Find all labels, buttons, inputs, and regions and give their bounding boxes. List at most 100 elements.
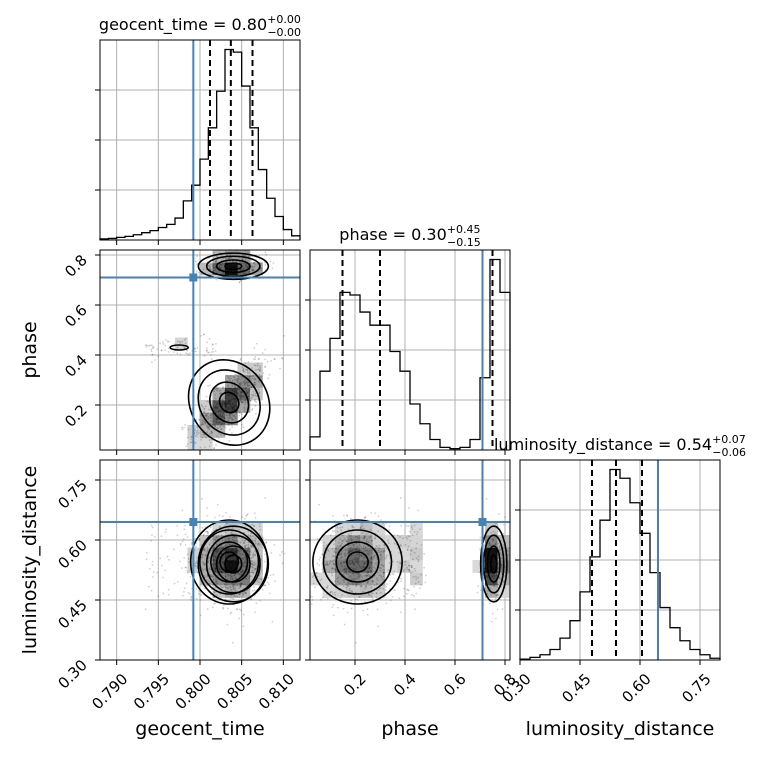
sample-point [258, 373, 261, 376]
sample-point [345, 568, 348, 571]
sample-point [331, 567, 334, 569]
sample-point [497, 567, 500, 570]
sample-point [263, 366, 266, 368]
sample-point [231, 426, 234, 429]
sample-point [228, 560, 230, 563]
sample-point [492, 540, 494, 543]
sample-point [198, 537, 201, 540]
sample-point [380, 558, 382, 561]
sample-point [347, 585, 350, 588]
sample-point [352, 561, 354, 564]
sample-point [217, 402, 220, 405]
sample-point [380, 575, 383, 577]
sample-point [237, 549, 239, 552]
sample-point [337, 557, 340, 560]
sample-point [343, 567, 346, 570]
sample-point [216, 421, 219, 424]
sample-point [375, 592, 378, 595]
sample-point [234, 390, 237, 393]
sample-point [235, 560, 238, 563]
sample-point [499, 577, 502, 580]
sample-point [347, 528, 350, 531]
sample-point [233, 535, 235, 538]
sample-point [234, 417, 237, 420]
sample-point [366, 539, 368, 542]
sample-point [211, 358, 213, 360]
sample-point [222, 403, 225, 406]
sample-point [234, 562, 237, 565]
sample-point [249, 545, 252, 548]
sample-point [186, 436, 189, 439]
sample-point [377, 625, 379, 628]
sample-point [389, 580, 392, 583]
sample-point [355, 548, 358, 551]
sample-point [361, 565, 364, 568]
sample-point [350, 538, 352, 540]
sample-point [358, 536, 361, 539]
sample-point [241, 553, 244, 556]
sample-point [360, 584, 363, 587]
panel-title-phase: phase = 0.30+0.45 −0.15 [339, 223, 480, 249]
sample-point [253, 589, 256, 592]
sample-point [228, 565, 231, 567]
sample-point [492, 568, 495, 571]
sample-point [265, 541, 267, 544]
sample-point [204, 412, 206, 414]
x-tick-label: 0.75 [678, 670, 714, 706]
sample-point [232, 405, 234, 408]
sample-point [204, 405, 207, 408]
sample-point [353, 544, 355, 546]
sample-point [176, 346, 179, 349]
sample-point [360, 553, 363, 556]
sample-point [246, 392, 248, 395]
sample-point [194, 435, 197, 437]
sample-point [370, 556, 373, 559]
sample-point [386, 548, 388, 550]
sample-point [222, 564, 225, 567]
sample-point [230, 579, 233, 581]
sample-point [216, 427, 219, 430]
sample-point [214, 425, 217, 428]
sample-point [361, 576, 364, 579]
sample-point [230, 406, 233, 408]
sample-point [223, 262, 226, 265]
sample-point [251, 563, 254, 566]
sample-point [211, 431, 213, 434]
sample-point [264, 584, 267, 587]
sample-point [398, 561, 401, 564]
sample-point [234, 560, 237, 563]
sample-point [249, 532, 252, 535]
sample-point [220, 571, 223, 573]
sample-point [274, 358, 276, 360]
sample-point [360, 546, 363, 548]
sample-point [416, 542, 418, 545]
sample-point [203, 408, 206, 411]
sample-point [232, 555, 234, 558]
sample-point [233, 404, 236, 407]
sample-point [244, 258, 247, 260]
truth-marker [189, 518, 198, 526]
sample-point [413, 531, 416, 533]
x-tick-label: 0.805 [213, 670, 256, 713]
sample-point [242, 394, 245, 397]
sample-point [206, 584, 209, 587]
sample-point [362, 545, 365, 548]
sample-point [247, 530, 250, 533]
sample-point [374, 512, 377, 515]
sample-point [183, 339, 186, 341]
sample-point [166, 555, 169, 558]
sample-point [351, 550, 353, 553]
sample-point [340, 562, 342, 565]
sample-point [254, 392, 257, 395]
sample-point [411, 525, 413, 528]
sample-point [230, 387, 232, 390]
sample-point [242, 368, 244, 371]
sample-point [349, 550, 352, 552]
sample-point [230, 548, 233, 551]
sample-point [238, 553, 241, 556]
sample-point [497, 583, 500, 586]
sample-point [407, 564, 410, 567]
sample-point [232, 549, 235, 552]
sample-point [222, 574, 225, 577]
sample-point [496, 554, 499, 556]
